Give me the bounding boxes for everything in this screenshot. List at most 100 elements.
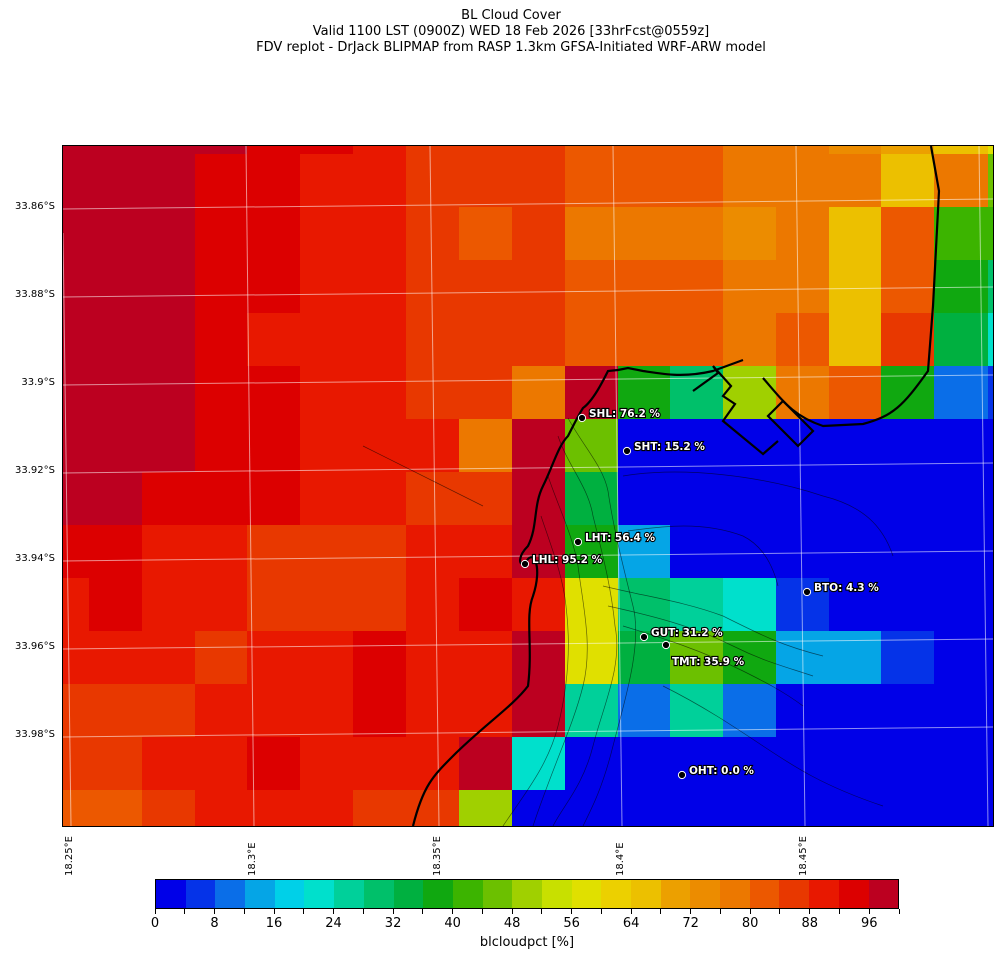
station-bto[interactable]: BTO: 4.3 % [802, 581, 880, 597]
heatmap-cell [247, 419, 301, 473]
chart-title: BL Cloud Cover [461, 8, 561, 23]
station-sht[interactable]: SHT: 15.2 % [622, 440, 706, 456]
colorbar-bin [245, 880, 275, 908]
heatmap-cell [670, 207, 724, 261]
colorbar-tick [630, 909, 632, 914]
station-label: LHT: 56.4 % [585, 532, 655, 544]
heatmap-cell [89, 419, 143, 473]
colorbar-label: blcloudpct [%] [479, 935, 575, 950]
heatmap-cell [353, 525, 407, 579]
colorbar-bin [749, 880, 780, 908]
graticule [63, 146, 993, 826]
heatmap-cell [723, 146, 777, 155]
heatmap-cell [63, 260, 90, 314]
heatmap-cell [195, 525, 248, 579]
heatmap-cell [618, 578, 671, 632]
heatmap-cell [829, 631, 882, 685]
heatmap-cell [512, 631, 566, 685]
heatmap-cell [881, 313, 935, 367]
heatmap-cell [195, 313, 248, 367]
colorbar-bin [274, 880, 305, 908]
heatmap-cell [63, 207, 90, 261]
heatmap-cell [776, 260, 830, 314]
map-plot-area[interactable]: SHL: 76.2 % SHT: 15.2 % LHT: 56.4 % LHL: 95… [62, 145, 994, 827]
heatmap-cell [63, 419, 90, 473]
heatmap-cell [565, 737, 619, 791]
heatmap-cell [247, 684, 301, 738]
station-label: OHT: 0.0 % [689, 765, 754, 777]
colorbar-tick [868, 909, 870, 914]
colorbar-bin [423, 880, 453, 908]
colorbar-tick [333, 909, 335, 914]
heatmap-cell [353, 578, 407, 632]
y-tick-label: 33.96°S [15, 641, 55, 652]
y-tick-label: 33.88°S [15, 289, 55, 300]
heatmap-cell [353, 260, 407, 314]
heatmap-cell [512, 790, 566, 826]
heatmap-cell [195, 737, 248, 791]
heatmap-cell [988, 207, 993, 261]
heatmap-cell [195, 631, 248, 685]
station-dot-icon [802, 587, 812, 597]
terrain-contours [362, 417, 894, 826]
heatmap-cell [565, 472, 619, 526]
station-label: LHL: 95.2 % [532, 554, 603, 566]
heatmap-cell [142, 631, 196, 685]
colorbar-tick [779, 909, 781, 914]
heatmap-cell [195, 578, 248, 632]
heatmap-cell [63, 790, 90, 826]
station-shl[interactable]: SHL: 76.2 % [577, 407, 662, 423]
heatmap-cell [142, 313, 196, 367]
heatmap-cell [776, 207, 830, 261]
heatmap-cell [723, 207, 777, 261]
station-dot-icon [573, 537, 583, 547]
colorbar-bin [660, 880, 691, 908]
heatmap-cell [459, 419, 513, 473]
colorbar-tick [541, 909, 543, 914]
heatmap-cell [618, 366, 671, 420]
heatmap-cell [247, 260, 301, 314]
heatmap-cell [881, 260, 935, 314]
colorbar-tick-label: 80 [741, 916, 759, 931]
station-lhl[interactable]: LHL: 95.2 % [520, 553, 604, 569]
heatmap-cell [89, 578, 143, 632]
heatmap-cell [142, 260, 196, 314]
heatmap-cell [723, 578, 777, 632]
heatmap-cell [89, 313, 143, 367]
heatmap-cell [829, 525, 882, 579]
heatmap-cell [195, 260, 248, 314]
heatmap-cell [565, 207, 619, 261]
station-gut[interactable]: GUT: 31.2 % [639, 626, 724, 642]
station-tmt[interactable]: TMT: 35.9 % [661, 640, 746, 669]
heatmap-cell [406, 525, 460, 579]
heatmap-cell [776, 366, 830, 420]
heatmap-cell [459, 207, 513, 261]
station-lht[interactable]: LHT: 56.4 % [573, 531, 657, 547]
colorbar-tick [392, 909, 394, 914]
heatmap-cell [300, 260, 354, 314]
heatmap-cell [776, 737, 830, 791]
heatmap-cells [63, 146, 993, 826]
heatmap-cell [247, 154, 301, 208]
heatmap-cell [565, 146, 619, 155]
x-tick-label: 18.4°E [615, 842, 626, 876]
heatmap-cell [247, 472, 301, 526]
heatmap-cell [89, 154, 143, 208]
station-oht[interactable]: OHT: 0.0 % [677, 764, 756, 780]
heatmap-cell [63, 737, 90, 791]
heatmap-cell [670, 525, 724, 579]
heatmap-cell [300, 790, 354, 826]
heatmap-cell [988, 472, 993, 526]
colorbar-tick-label: 40 [444, 916, 461, 931]
heatmap-cell [829, 313, 882, 367]
heatmap-cell [829, 154, 882, 208]
heatmap-cell [406, 737, 460, 791]
colorbar-bin [720, 880, 750, 908]
heatmap-cell [247, 207, 301, 261]
heatmap-cell [934, 578, 989, 632]
heatmap-cell [881, 578, 935, 632]
heatmap-cell [565, 684, 619, 738]
heatmap-cell [988, 366, 993, 420]
heatmap-cell [63, 313, 90, 367]
colorbar-tick-label: 88 [801, 916, 818, 931]
